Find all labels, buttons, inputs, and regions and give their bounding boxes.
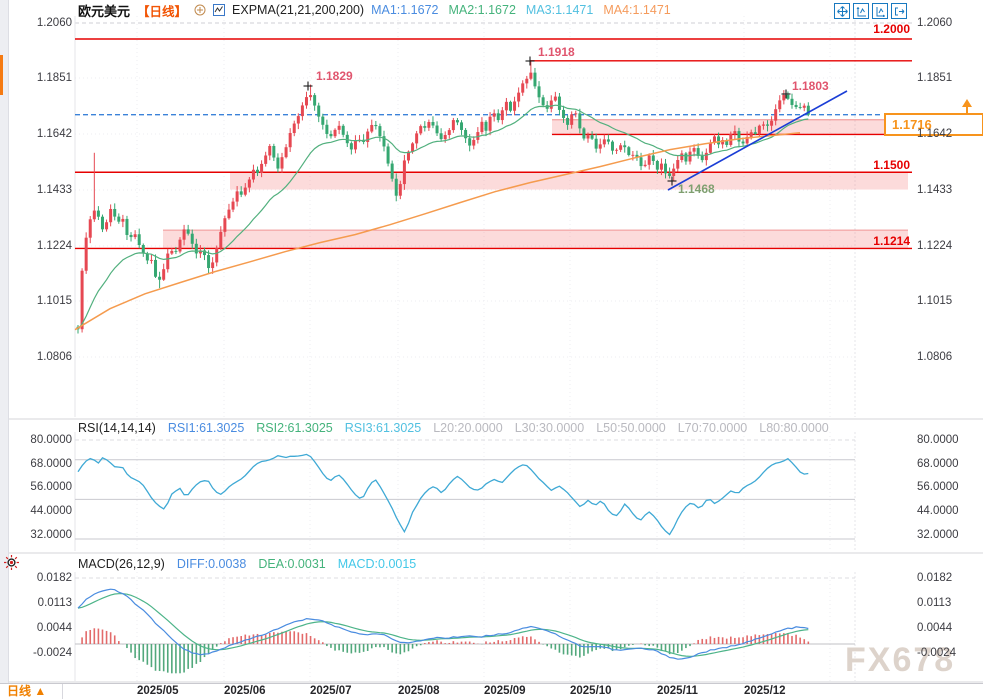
- rsi-level-value: L70:70.0000: [677, 421, 748, 435]
- exit-fullscreen-icon[interactable]: [891, 3, 907, 19]
- ma-value: MA2:1.1672: [448, 3, 516, 17]
- watermark: FX678: [845, 641, 956, 679]
- price-axis-label-left: 1.1224: [36, 240, 72, 252]
- rsi-axis-label-left: 56.0000: [30, 481, 72, 493]
- month-label: 2025/11: [657, 685, 698, 697]
- price-annotation: 1.1918: [538, 45, 575, 59]
- price-axis-label-left: 1.1015: [36, 295, 72, 307]
- macd-axis-label-right: 0.0113: [917, 597, 952, 609]
- ma-value: MA4:1.1471: [603, 3, 671, 17]
- price-axis-label-right: 1.0806: [917, 351, 953, 363]
- key-level-label: 1.1500: [873, 158, 910, 172]
- rsi-level-values: L20:20.0000 L30:30.0000 L50:50.0000 L70:70.…: [433, 421, 829, 435]
- indicator-chart-icon[interactable]: [213, 4, 226, 16]
- rsi-axis-label-right: 80.0000: [917, 434, 959, 446]
- price-axis-label-left: 1.1433: [36, 184, 72, 196]
- macd-axis-label-right: -0.0024: [917, 647, 957, 659]
- macd-axis-label-right: 0.0044: [917, 622, 953, 634]
- price-axis-label-right: 1.1851: [917, 72, 953, 84]
- ma-value: MA1:1.1672: [371, 3, 439, 17]
- macd-axis-label-left: 0.0113: [37, 597, 72, 609]
- macd-axis-label-left: 0.0182: [36, 572, 72, 584]
- left-scroll-strip[interactable]: [0, 0, 9, 699]
- price-annotation: 1.1468: [678, 182, 715, 196]
- add-indicator-icon[interactable]: [194, 4, 206, 16]
- rsi-axis-label-right: 44.0000: [917, 505, 959, 517]
- fit-horizontal-axis-icon[interactable]: [872, 3, 888, 19]
- rsi-axis-label-right: 56.0000: [917, 481, 959, 493]
- month-label: 2025/09: [484, 685, 526, 697]
- price-axis-label-right: 1.1224: [917, 240, 953, 252]
- key-level-label: 1.2000: [873, 22, 910, 36]
- rsi-level-value: L50:50.0000: [596, 421, 666, 435]
- macd-name: MACD(26,12,9): [78, 557, 165, 571]
- rsi-axis-label-left: 44.0000: [30, 505, 72, 517]
- current-price-box: 1.1716: [884, 113, 983, 136]
- rsi-name: RSI(14,14,14): [78, 421, 156, 435]
- price-axis-label-right: 1.1642: [917, 128, 953, 140]
- rsi-axis-label-left: 68.0000: [30, 458, 72, 470]
- chart-header: 欧元美元 【日线】 EXPMA(21,21,200,200) MA1:1.167…: [78, 2, 671, 19]
- price-axis-label-left: 1.2060: [36, 17, 72, 29]
- rsi-axis-label-left: 32.0000: [30, 529, 72, 541]
- month-label: 2025/07: [310, 685, 352, 697]
- price-annotation: 1.1829: [316, 69, 353, 83]
- pan-icon[interactable]: [834, 3, 850, 19]
- left-scroll-thumb[interactable]: [0, 55, 3, 95]
- price-annotation: 1.1803: [792, 79, 829, 93]
- month-label: 2025/05: [137, 685, 179, 697]
- rsi-value: RSI3:61.3025: [344, 421, 422, 435]
- fit-vertical-axis-icon[interactable]: [853, 3, 869, 19]
- macd-value: DEA:0.0031: [258, 557, 326, 571]
- rsi-value: RSI2:61.3025: [256, 421, 333, 435]
- indicator-label[interactable]: EXPMA(21,21,200,200): [232, 3, 365, 17]
- period-selector[interactable]: 日线 ▲: [0, 684, 63, 699]
- price-axis-label-left: 1.0806: [36, 351, 72, 363]
- macd-axis-label-right: 0.0182: [917, 572, 953, 584]
- bottom-time-bar: [0, 683, 983, 699]
- rsi-level-value: L80:80.0000: [759, 421, 829, 435]
- macd-axis-label-left: 0.0044: [36, 622, 72, 634]
- rsi-value: RSI1:61.3025: [167, 421, 245, 435]
- macd-axis-label-left: -0.0024: [32, 647, 72, 659]
- ma-values: MA1:1.1672 MA2:1.1672 MA3:1.1471 MA4:1.1471: [371, 3, 671, 17]
- macd-value: MACD:0.0015: [337, 557, 417, 571]
- rsi-level-value: L30:30.0000: [514, 421, 585, 435]
- ma-value: MA3:1.1471: [525, 3, 594, 17]
- chart-toolbar: [834, 3, 907, 19]
- price-axis-label-right: 1.2060: [917, 17, 953, 29]
- month-label: 2025/08: [398, 685, 440, 697]
- price-up-arrow-icon: [962, 99, 972, 115]
- rsi-axis-label-right: 68.0000: [917, 458, 959, 470]
- rsi-axis-label-right: 32.0000: [917, 529, 959, 541]
- macd-values: DIFF:0.0038 DEA:0.0031 MACD:0.0015: [177, 557, 416, 571]
- live-alert-icon[interactable]: [3, 554, 20, 571]
- key-level-label: 1.1214: [873, 234, 910, 248]
- macd-value: DIFF:0.0038: [176, 557, 247, 571]
- price-axis-label-right: 1.1015: [917, 295, 953, 307]
- month-label: 2025/10: [570, 685, 612, 697]
- rsi-header[interactable]: RSI(14,14,14) RSI1:61.3025 RSI2:61.3025 RS…: [78, 421, 829, 435]
- macd-header[interactable]: MACD(26,12,9) DIFF:0.0038 DEA:0.0031 MACD:…: [78, 557, 416, 571]
- price-axis-label-right: 1.1433: [917, 184, 953, 196]
- symbol-title: 欧元美元: [78, 3, 131, 19]
- price-axis-label-left: 1.1851: [36, 72, 72, 84]
- rsi-level-value: L20:20.0000: [433, 421, 503, 435]
- month-label: 2025/12: [744, 685, 786, 697]
- period-tag[interactable]: 【日线】: [137, 4, 188, 19]
- price-axis-label-left: 1.1642: [36, 128, 72, 140]
- rsi-line-values: RSI1:61.3025 RSI2:61.3025 RSI3:61.3025: [168, 421, 421, 435]
- month-label: 2025/06: [224, 685, 266, 697]
- rsi-axis-label-left: 80.0000: [30, 434, 72, 446]
